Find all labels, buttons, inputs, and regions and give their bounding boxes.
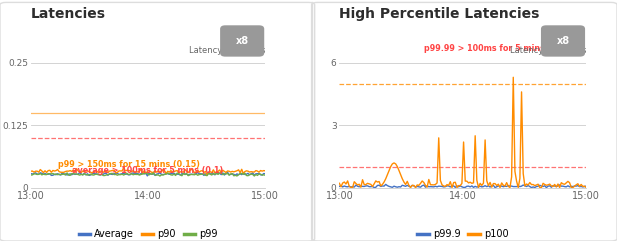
Text: x8: x8 [557, 36, 569, 46]
Text: average > 100ms for 5 mins (0.1): average > 100ms for 5 mins (0.1) [72, 166, 224, 175]
Text: High Percentile Latencies: High Percentile Latencies [339, 7, 540, 21]
Text: p99 > 150ms for 15 mins (0.15): p99 > 150ms for 15 mins (0.15) [59, 160, 201, 168]
Legend: p99.9, p100: p99.9, p100 [413, 226, 512, 241]
Text: Latency · Seconds: Latency · Seconds [189, 46, 265, 55]
FancyBboxPatch shape [220, 25, 264, 57]
Text: p99.99 > 100ms for 5 mins (1): p99.99 > 100ms for 5 mins (1) [424, 44, 561, 53]
Legend: Average, p90, p99: Average, p90, p99 [75, 226, 222, 241]
Text: x8: x8 [236, 36, 249, 46]
Text: Latency · Seconds: Latency · Seconds [510, 46, 586, 55]
FancyBboxPatch shape [541, 25, 585, 57]
Text: Latencies: Latencies [31, 7, 106, 21]
